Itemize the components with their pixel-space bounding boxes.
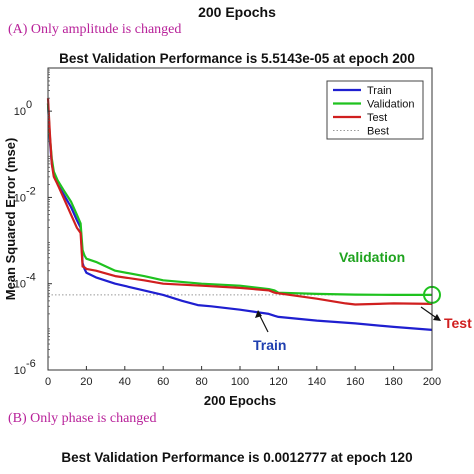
x-tick-label: 120 <box>269 376 287 388</box>
legend-label-validation: Validation <box>367 99 415 111</box>
x-axis-label: 200 Epochs <box>204 393 276 408</box>
test-arrow-head <box>433 314 441 321</box>
y-tick-label: 10 <box>14 192 26 204</box>
y-axis-label: Mean Squared Error (mse) <box>3 138 18 301</box>
second-chart-title: Best Validation Performance is 0.0012777… <box>61 450 413 465</box>
x-tick-label: 140 <box>308 376 326 388</box>
annotation-validation: Validation <box>339 249 405 265</box>
figure-top-title: 200 Epochs <box>198 4 276 20</box>
x-tick-label: 0 <box>45 376 51 388</box>
x-tick-label: 60 <box>157 376 169 388</box>
legend-label-train: Train <box>367 85 392 97</box>
annotation-train: Train <box>253 337 286 353</box>
y-tick-label: 10 <box>14 106 26 118</box>
x-tick-label: 80 <box>195 376 207 388</box>
y-tick-exponent: 0 <box>26 99 32 111</box>
x-tick-label: 200 <box>423 376 441 388</box>
caption-b: (B) Only phase is changed <box>8 411 157 426</box>
y-tick-exponent: -6 <box>26 358 36 370</box>
legend-label-best: Best <box>367 126 389 138</box>
y-tick-exponent: -4 <box>26 272 36 284</box>
y-tick-label: 10 <box>14 279 26 291</box>
x-tick-label: 160 <box>346 376 364 388</box>
x-tick-label: 20 <box>80 376 92 388</box>
legend-label-test: Test <box>367 112 387 124</box>
series-line-test <box>46 98 433 306</box>
annotation-test: Test <box>444 315 472 331</box>
x-tick-label: 180 <box>384 376 402 388</box>
caption-a: (A) Only amplitude is changed <box>8 22 182 37</box>
x-tick-label: 100 <box>231 376 249 388</box>
train-arrow-head <box>255 310 262 318</box>
y-tick-label: 10 <box>14 365 26 377</box>
y-tick-exponent: -2 <box>26 185 36 197</box>
x-tick-label: 40 <box>119 376 131 388</box>
chart-title: Best Validation Performance is 5.5143e-0… <box>59 51 415 66</box>
